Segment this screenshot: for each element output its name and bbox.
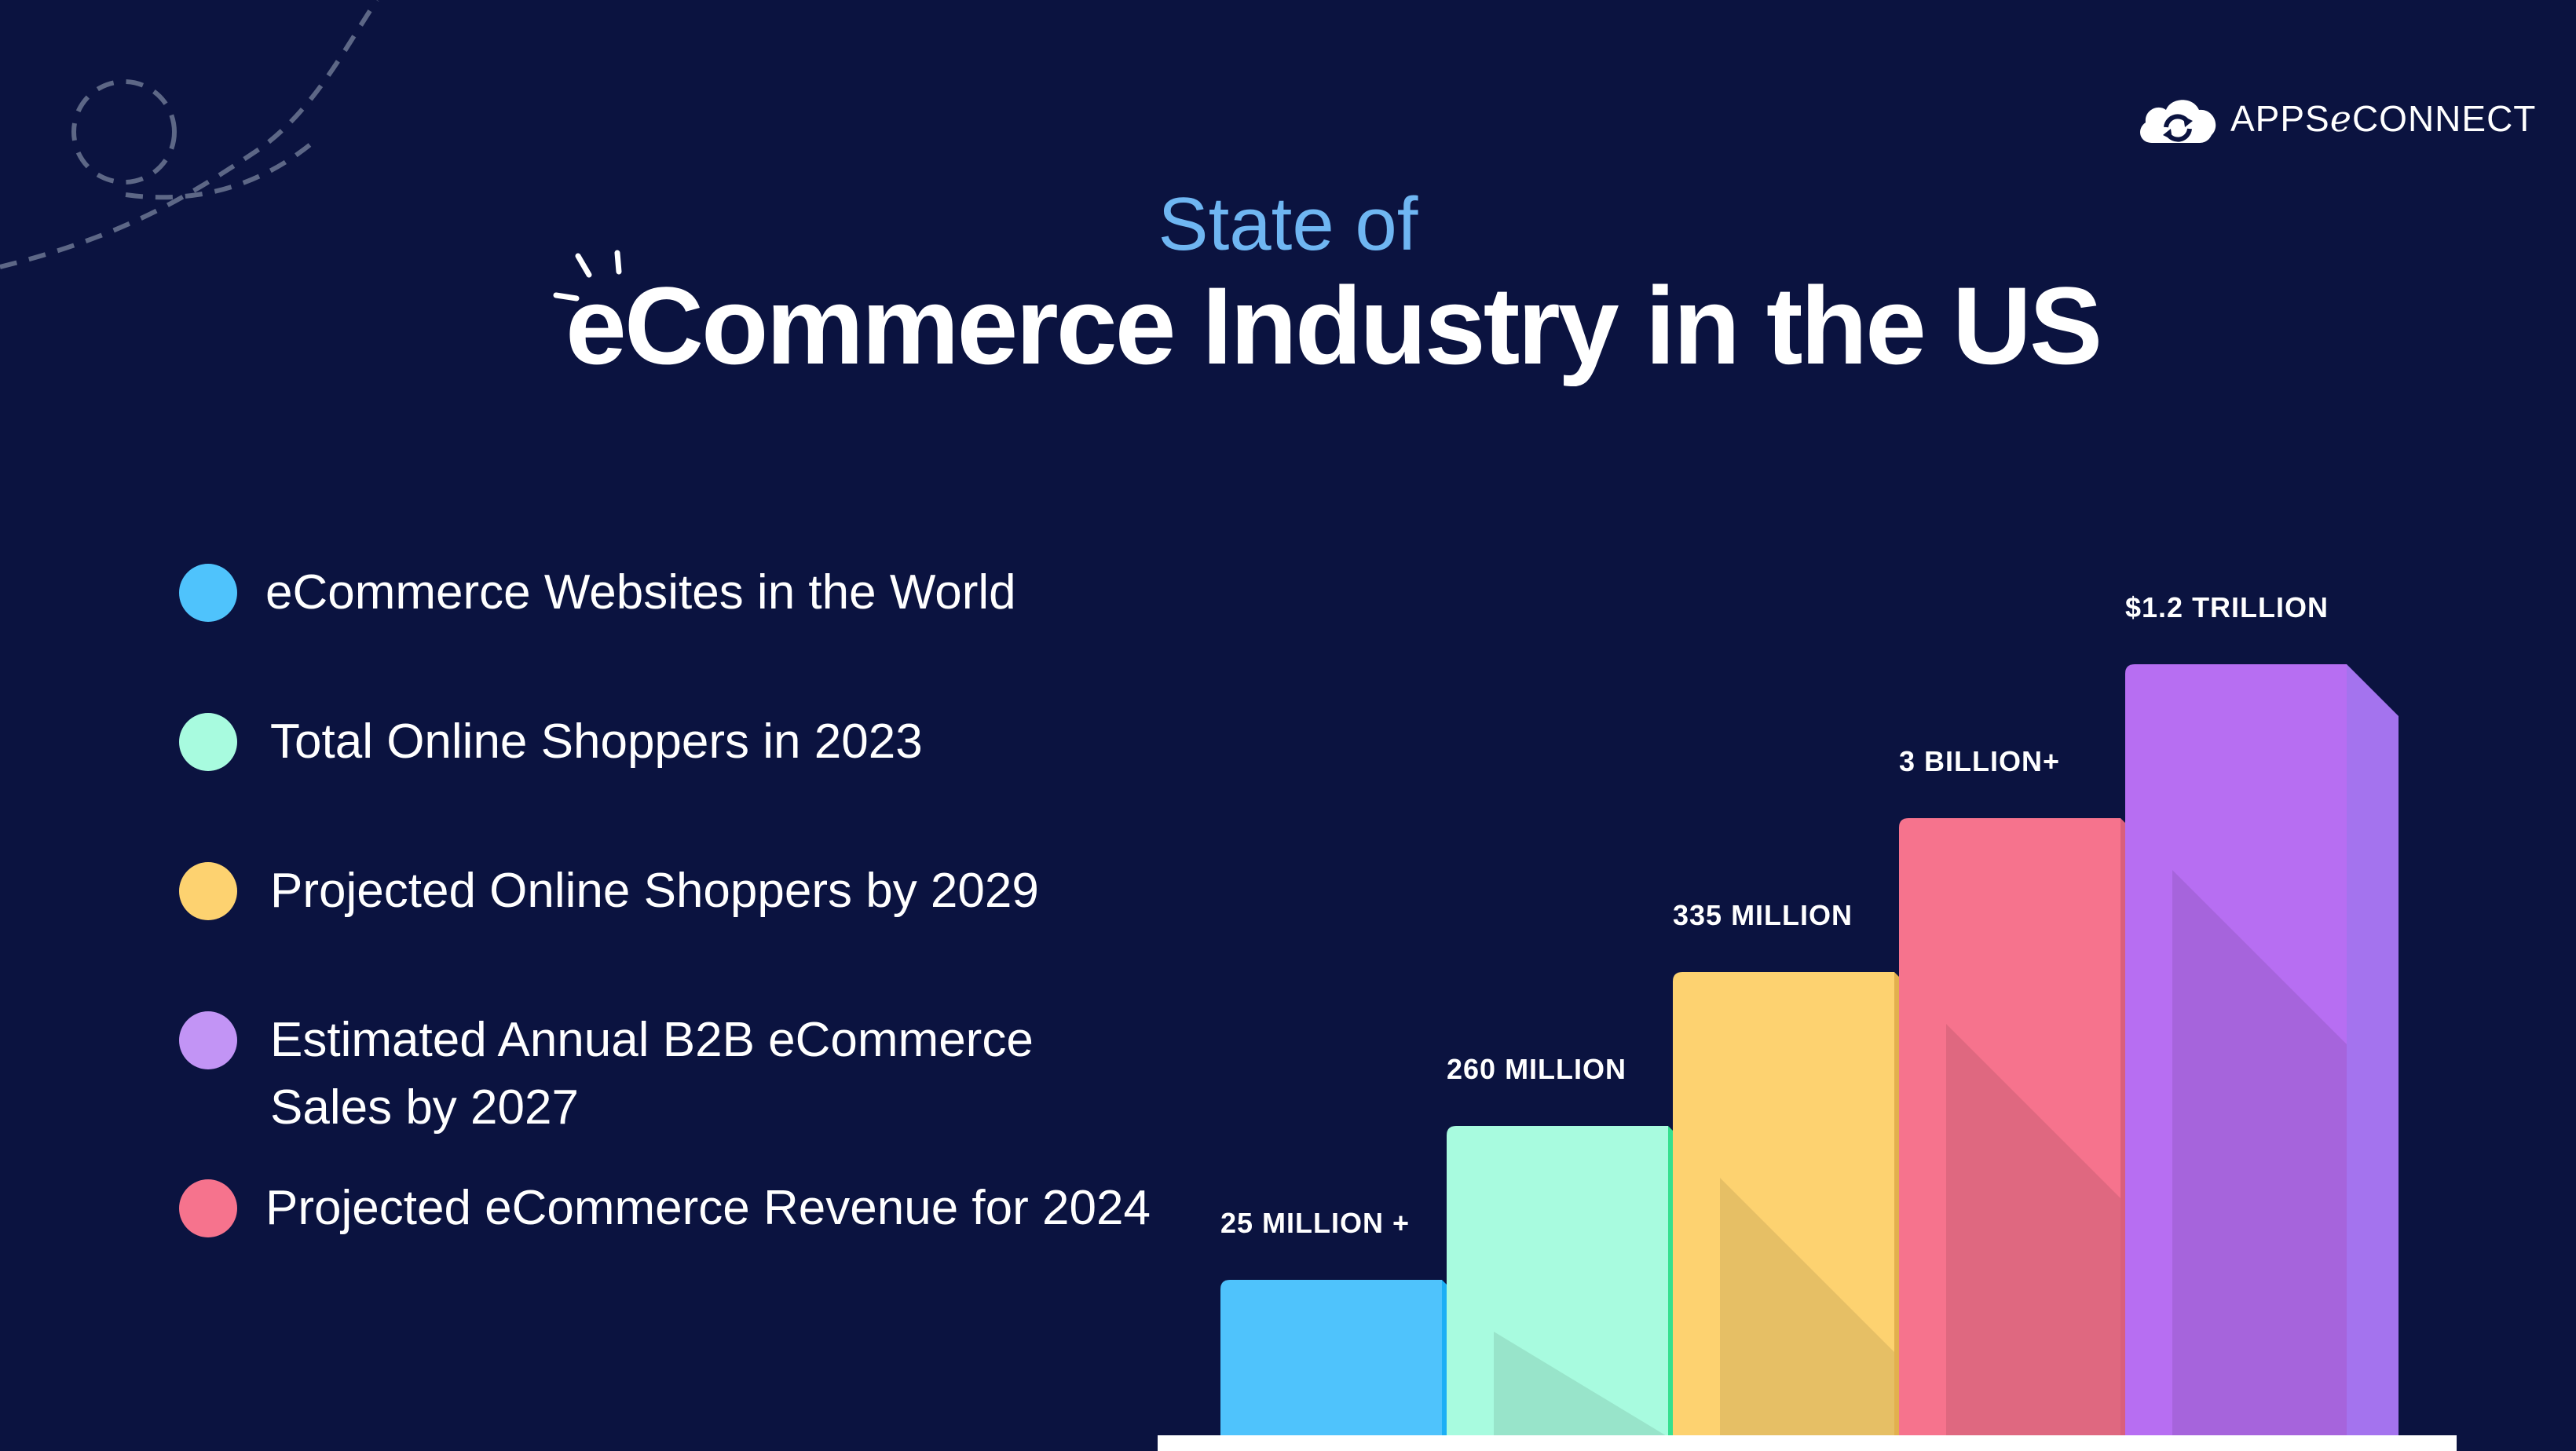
bar-shadow [1946, 1024, 2120, 1437]
bar-front-face [1899, 818, 2120, 1437]
bar-data-label: 335 MILLION [1673, 899, 1853, 931]
legend-label: Total Online Shoppers in 2023 [270, 715, 923, 769]
bar-5 [2125, 664, 2399, 1437]
legend-color-dot [179, 713, 237, 771]
brand-logo: APPSℯCONNECT [2136, 93, 2536, 144]
bar-data-label: $1.2 TRILLION [2125, 591, 2329, 623]
legend-item: Estimated Annual B2B eCommerce Sales by … [179, 1011, 1200, 1142]
bar-shadow [2172, 870, 2347, 1437]
legend-label: Projected eCommerce Revenue for 2024 [265, 1181, 1151, 1235]
legend-label: Projected Online Shoppers by 2029 [270, 864, 1039, 918]
legend-color-dot [179, 1011, 237, 1069]
page-title: eCommerce Industry in the US [565, 264, 2102, 387]
legend-item: eCommerce Websites in the World [179, 564, 1200, 627]
legend-item: Total Online Shoppers in 2023 [179, 713, 1200, 776]
bar-front-face [1220, 1280, 1442, 1437]
bar-data-label: 25 MILLION + [1220, 1207, 1410, 1239]
bar-front-face [2125, 664, 2347, 1437]
legend-label: eCommerce Websites in the World [265, 565, 1016, 620]
bar-shadow [1494, 1332, 1668, 1437]
bar-shadow [1720, 1178, 1894, 1437]
legend-label: Estimated Annual B2B eCommerce Sales by … [270, 1013, 1034, 1135]
bar-data-label: 3 BILLION+ [1899, 745, 2060, 777]
legend-color-dot [179, 564, 237, 622]
chart-baseline [1158, 1435, 2457, 1451]
legend-item: Projected Online Shoppers by 2029 [179, 862, 1200, 925]
cloud-sync-icon [2140, 100, 2216, 143]
brand-name: APPSℯCONNECT [2230, 98, 2537, 139]
bar-front-face [1673, 972, 1894, 1437]
bar-side-face [2347, 664, 2399, 1437]
legend-color-dot [179, 862, 237, 920]
page-subtitle: State of [1158, 182, 1418, 266]
legend-item: Projected eCommerce Revenue for 2024 [179, 1179, 1200, 1242]
sparkle-icon [553, 250, 622, 302]
bar-front-face [1447, 1126, 1668, 1437]
legend-color-dot [179, 1179, 237, 1237]
bar-data-label: 260 MILLION [1447, 1053, 1626, 1085]
